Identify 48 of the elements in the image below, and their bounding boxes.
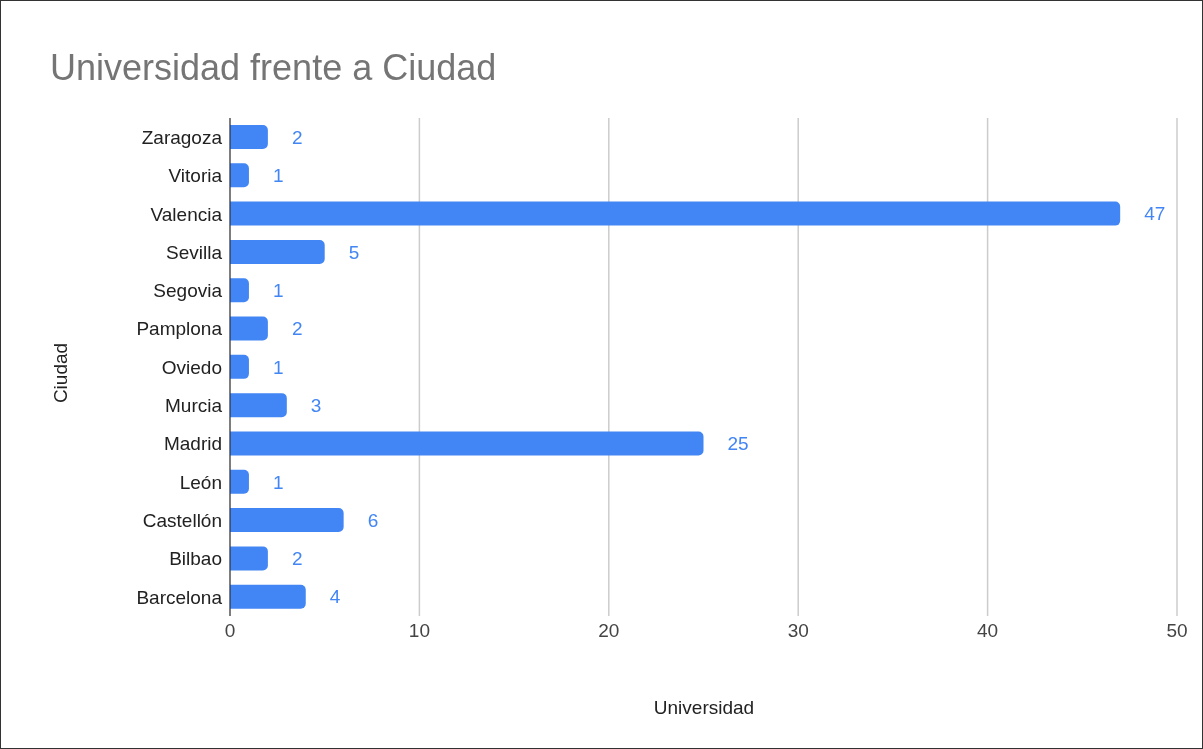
x-tick-label: 10 (408, 620, 430, 642)
x-tick-label: 20 (598, 620, 620, 642)
bar (230, 354, 249, 379)
data-label: 47 (1144, 203, 1166, 225)
y-tick-label: Valencia (150, 203, 223, 225)
data-label: 1 (272, 471, 284, 493)
x-tick-label: 50 (1166, 620, 1188, 642)
bar (230, 239, 325, 264)
y-tick-label: Castellón (142, 509, 222, 531)
bar (230, 163, 249, 188)
y-tick-label: Murcia (164, 395, 223, 417)
bar (230, 584, 306, 609)
data-label: 3 (310, 394, 322, 416)
bar (230, 316, 268, 341)
y-tick-label: Zaragoza (141, 126, 223, 148)
y-tick-label: Bilbao (169, 548, 222, 570)
y-tick-label: Sevilla (166, 241, 223, 263)
bar (230, 546, 268, 571)
bar (230, 278, 249, 303)
data-label: 1 (272, 165, 284, 187)
x-tick-label: 0 (224, 620, 236, 642)
y-tick-label: Barcelona (136, 586, 223, 608)
x-tick-label: 40 (977, 620, 999, 642)
data-label: 5 (348, 241, 360, 263)
data-label: 4 (329, 586, 341, 608)
y-tick-label: Oviedo (161, 356, 222, 378)
data-label: 25 (727, 433, 749, 455)
data-label: 1 (272, 279, 284, 301)
y-tick-label: Madrid (163, 433, 222, 455)
data-label: 1 (272, 356, 284, 378)
data-label: 2 (291, 318, 303, 340)
y-tick-label: León (179, 471, 222, 493)
y-axis-title: Ciudad (50, 342, 72, 404)
y-tick-label: Pamplona (136, 318, 223, 340)
y-tick-label: Segovia (153, 280, 223, 302)
bar (230, 201, 1121, 226)
data-label: 6 (367, 509, 379, 531)
bar (230, 125, 268, 149)
data-label: 2 (291, 126, 303, 148)
data-label: 2 (291, 548, 303, 570)
bar (230, 393, 287, 418)
x-axis-title: Universidad (652, 697, 756, 719)
y-tick-label: Vitoria (168, 165, 223, 187)
chart-title: Universidad frente a Ciudad (50, 47, 497, 89)
x-tick-label: 30 (787, 620, 809, 642)
bar (230, 469, 249, 494)
bar (230, 508, 344, 533)
bar (230, 431, 704, 456)
